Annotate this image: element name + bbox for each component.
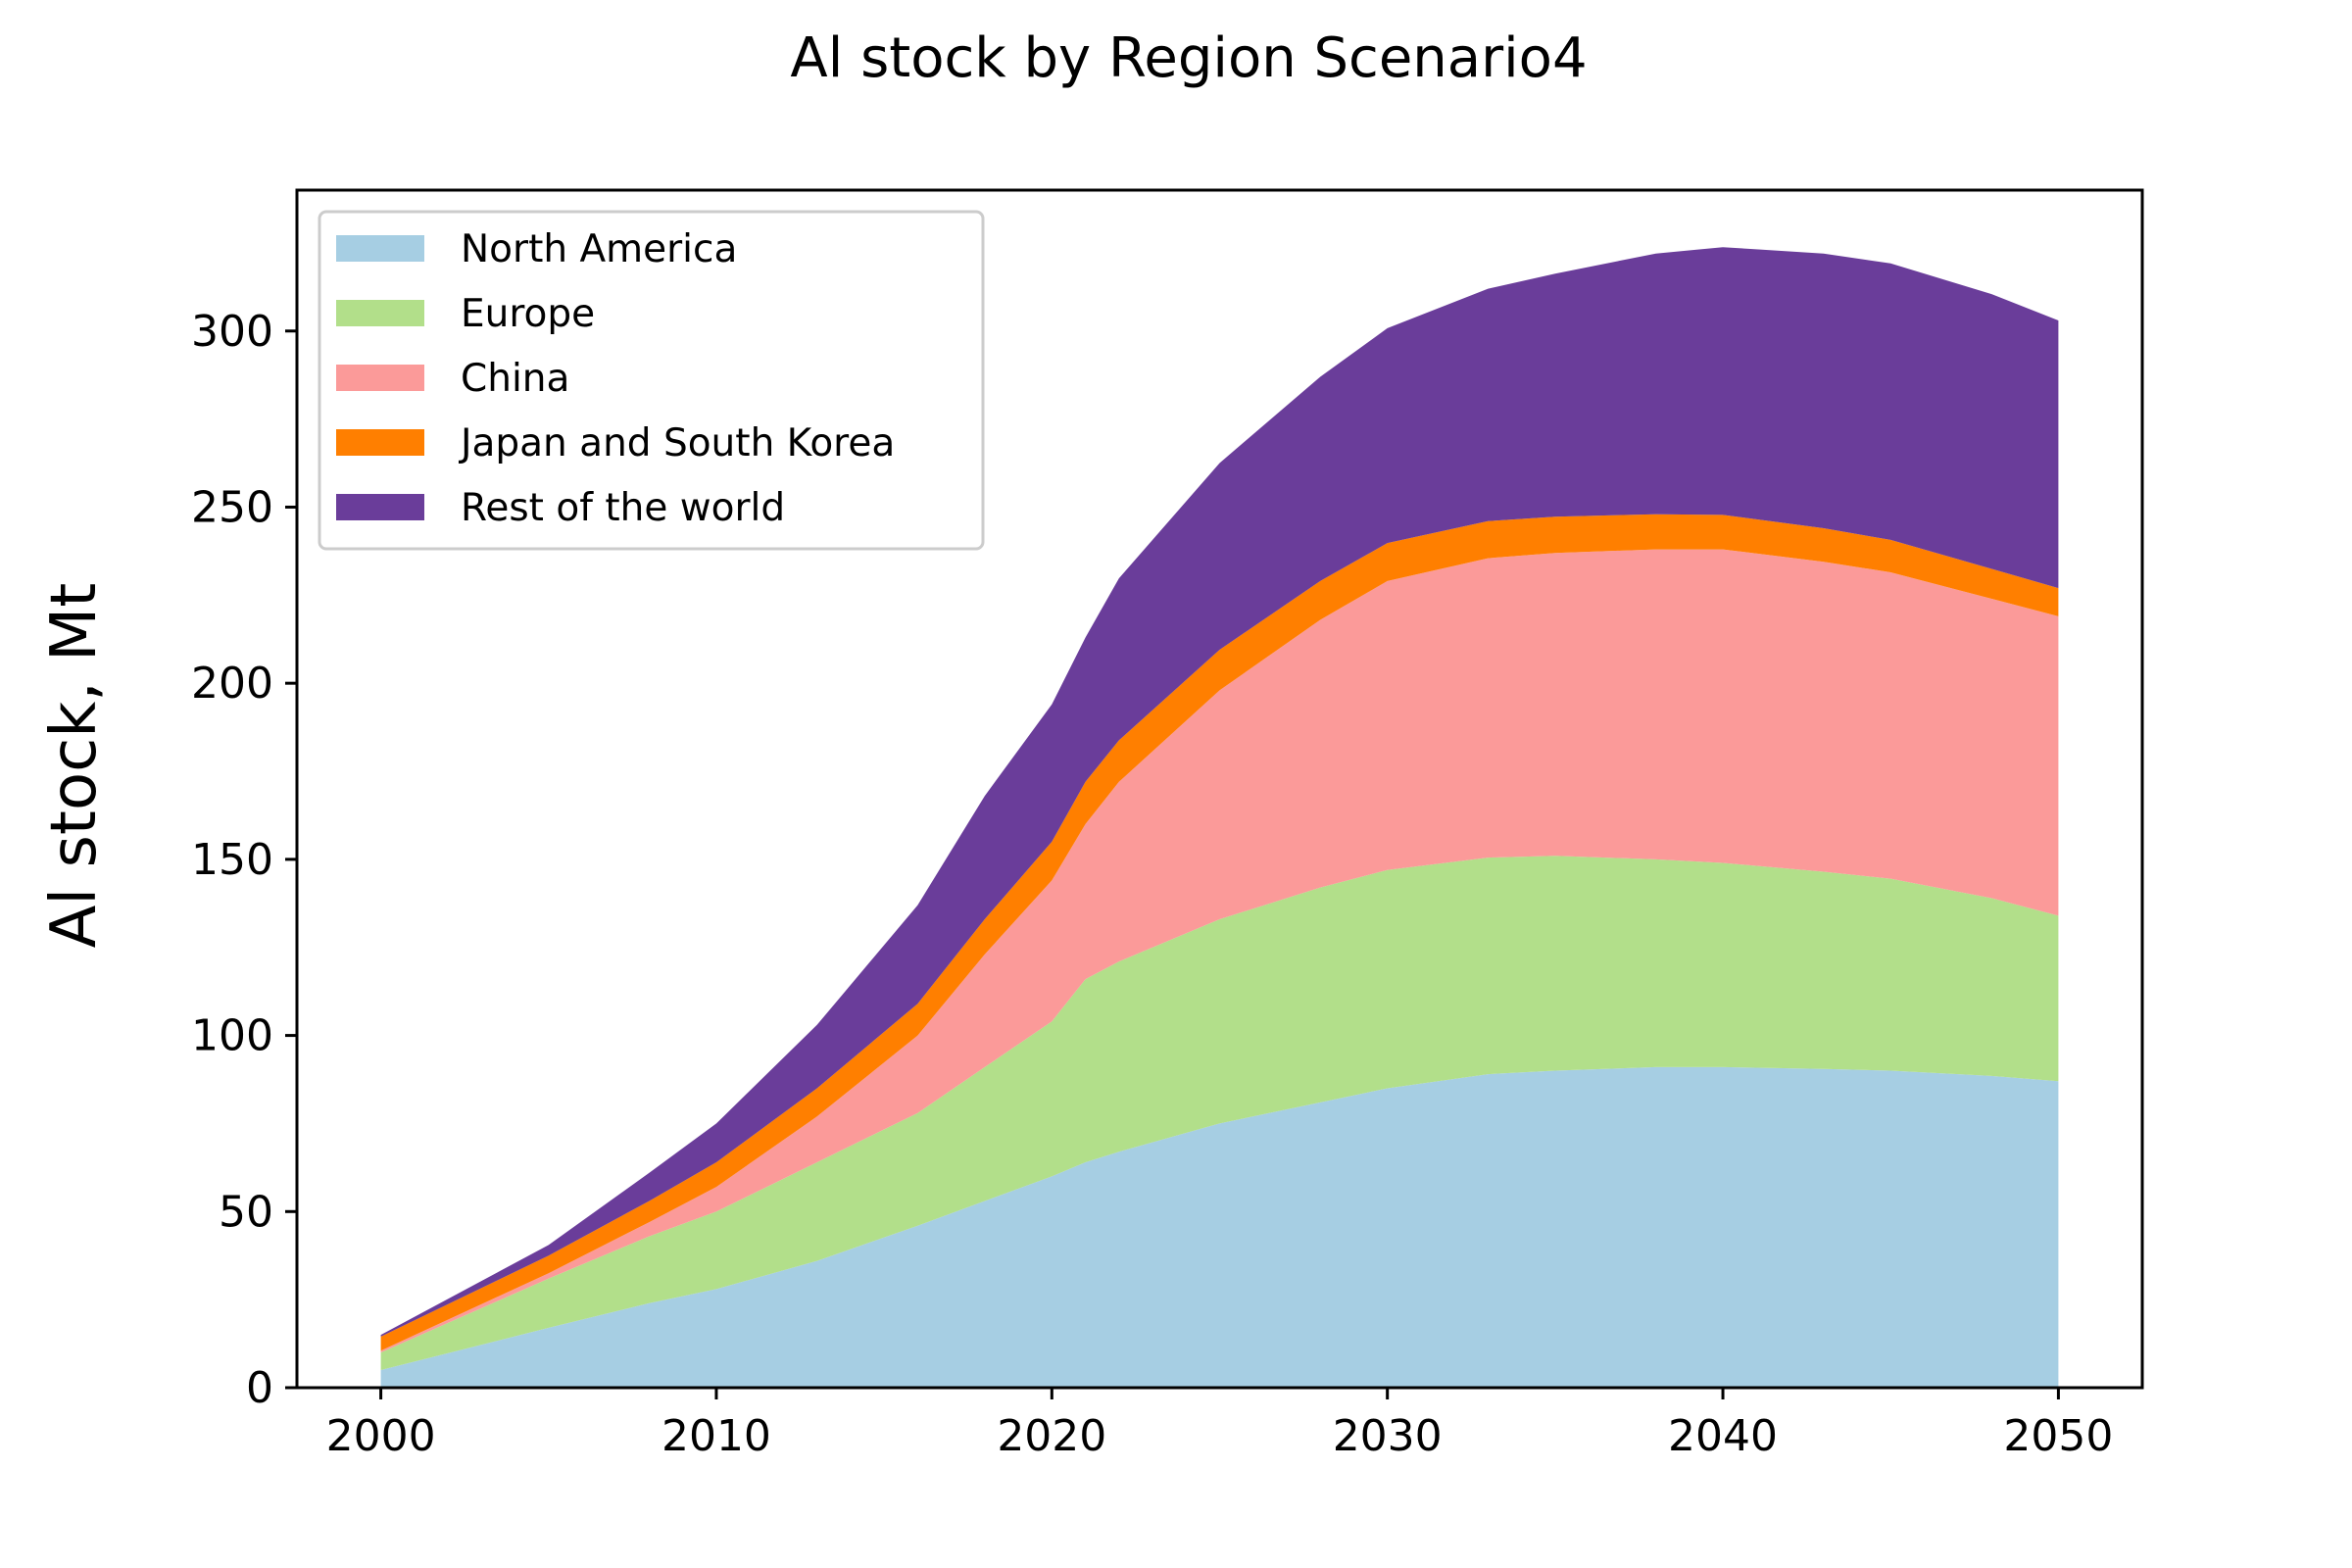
x-axis: 2000 2010 2020 2030 2040 2050 (326, 1388, 2113, 1461)
legend-label-rest-of-the-world: Rest of the world (461, 486, 785, 530)
y-tick-label: 50 (219, 1187, 273, 1237)
x-tick-label: 2030 (1333, 1411, 1443, 1461)
chart-title: Al stock by Region Scenario4 (790, 26, 1587, 90)
legend-box (318, 210, 985, 551)
legend: North America Europe China Japan and South … (318, 210, 985, 551)
legend-swatch-rest-of-the-world (336, 494, 424, 520)
area-japan-and-south-korea (380, 514, 2059, 1351)
legend-swatch-europe (336, 300, 424, 326)
x-tick-label: 2010 (662, 1411, 771, 1461)
y-axis: 0 50 100 150 200 250 300 (191, 307, 297, 1413)
x-tick-label: 2000 (326, 1411, 436, 1461)
area-china (380, 549, 2059, 1353)
area-north-america (380, 1066, 2059, 1388)
y-tick-label: 100 (191, 1011, 273, 1061)
area-europe (380, 856, 2059, 1370)
y-tick-label: 250 (191, 482, 273, 532)
x-tick-label: 2020 (997, 1411, 1106, 1461)
plot-frame (295, 188, 2144, 1390)
y-tick-label: 0 (246, 1363, 273, 1413)
legend-label-china: China (461, 357, 569, 401)
y-axis-title: Al stock, Mt (38, 583, 111, 949)
legend-label-north-america: North America (461, 227, 737, 271)
x-tick-label: 2050 (2003, 1411, 2113, 1461)
legend-label-japan-and-south-korea: Japan and South Korea (458, 421, 895, 466)
x-tick-label: 2040 (1668, 1411, 1778, 1461)
y-tick-label: 300 (191, 307, 273, 357)
legend-label-europe: Europe (461, 292, 595, 336)
legend-swatch-china (336, 365, 424, 391)
y-tick-label: 150 (191, 835, 273, 885)
area-rest-of-the-world (380, 247, 2059, 1337)
legend-swatch-north-america (336, 235, 424, 262)
area-layer (380, 247, 2059, 1388)
y-tick-label: 200 (191, 659, 273, 709)
legend-swatch-japan-and-south-korea (336, 429, 424, 456)
